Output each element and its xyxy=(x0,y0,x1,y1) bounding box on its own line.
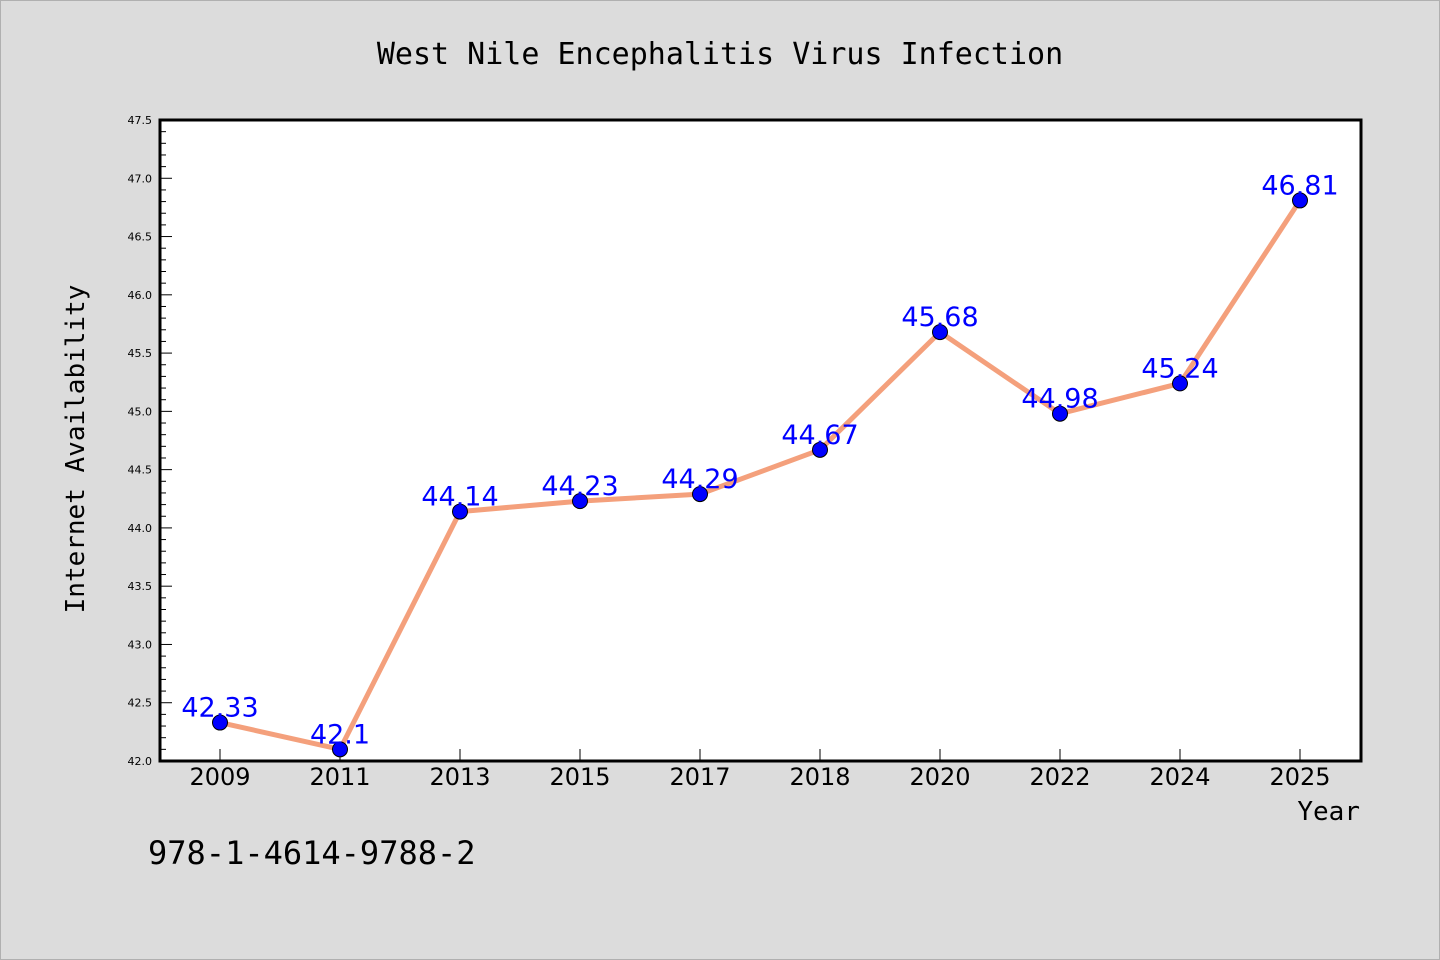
isbn-footer: 978-1-4614-9788-2 xyxy=(148,834,476,872)
data-point xyxy=(332,741,348,758)
y-tick-label: 42.5 xyxy=(128,697,153,710)
y-tick-label: 46.0 xyxy=(128,289,153,302)
data-labels: 42.33 42.1 44.14 44.23 44.29 44.67 45.68 44.98 4… xyxy=(181,170,1338,750)
y-tick-label: 42.0 xyxy=(128,755,153,768)
y-axis-ticks xyxy=(160,119,172,762)
x-axis-tick-labels: 2009 2011 2013 2015 2017 2018 2020 2022 2024 2025 xyxy=(189,763,1330,791)
data-label: 44.14 xyxy=(421,482,498,513)
y-tick-label: 43.5 xyxy=(128,580,153,593)
data-point xyxy=(572,493,588,510)
x-axis-label: Year xyxy=(1297,797,1360,827)
x-tick-label: 2017 xyxy=(669,763,730,791)
data-markers xyxy=(212,192,1308,758)
plot-area xyxy=(158,118,1363,763)
data-label: 44.67 xyxy=(781,420,858,451)
x-tick-label: 2009 xyxy=(189,763,250,791)
data-label: 46.81 xyxy=(1261,170,1338,201)
data-label: 42.1 xyxy=(310,719,370,750)
y-axis-tick-labels: 42.0 42.5 43.0 43.5 44.0 44.5 45.0 45.5 46.0 46.5… xyxy=(128,114,153,768)
x-tick-label: 2013 xyxy=(429,763,490,791)
x-axis-ticks xyxy=(219,749,1301,761)
y-tick-label: 45.0 xyxy=(128,405,153,418)
data-point xyxy=(1292,192,1308,209)
data-label: 45.24 xyxy=(1141,353,1218,384)
x-tick-label: 2024 xyxy=(1149,763,1210,791)
y-tick-label: 44.0 xyxy=(128,522,153,535)
data-point xyxy=(452,503,468,520)
data-point xyxy=(1052,405,1068,422)
data-point xyxy=(692,486,708,503)
y-tick-label: 45.5 xyxy=(128,347,153,360)
x-tick-label: 2020 xyxy=(909,763,970,791)
data-label: 44.29 xyxy=(661,464,738,495)
series-line xyxy=(217,197,1303,752)
data-point xyxy=(812,441,828,458)
x-tick-label: 2025 xyxy=(1269,763,1330,791)
data-point xyxy=(1172,375,1188,392)
x-tick-label: 2018 xyxy=(789,763,850,791)
y-axis-label: Internet Availability xyxy=(61,285,91,614)
data-label: 44.23 xyxy=(541,471,618,502)
y-tick-label: 47.0 xyxy=(128,172,153,185)
x-tick-label: 2015 xyxy=(549,763,610,791)
y-tick-label: 46.5 xyxy=(128,231,153,244)
y-tick-label: 47.5 xyxy=(128,114,153,127)
data-point xyxy=(932,324,948,341)
x-tick-label: 2011 xyxy=(309,763,370,791)
data-point xyxy=(212,714,228,731)
x-tick-label: 2022 xyxy=(1029,763,1090,791)
data-label: 42.33 xyxy=(181,693,258,724)
data-label: 44.98 xyxy=(1021,384,1098,415)
y-tick-label: 43.0 xyxy=(128,638,153,651)
y-tick-label: 44.5 xyxy=(128,464,153,477)
chart-title: West Nile Encephalitis Virus Infection xyxy=(377,37,1063,72)
data-label: 45.68 xyxy=(901,302,978,333)
